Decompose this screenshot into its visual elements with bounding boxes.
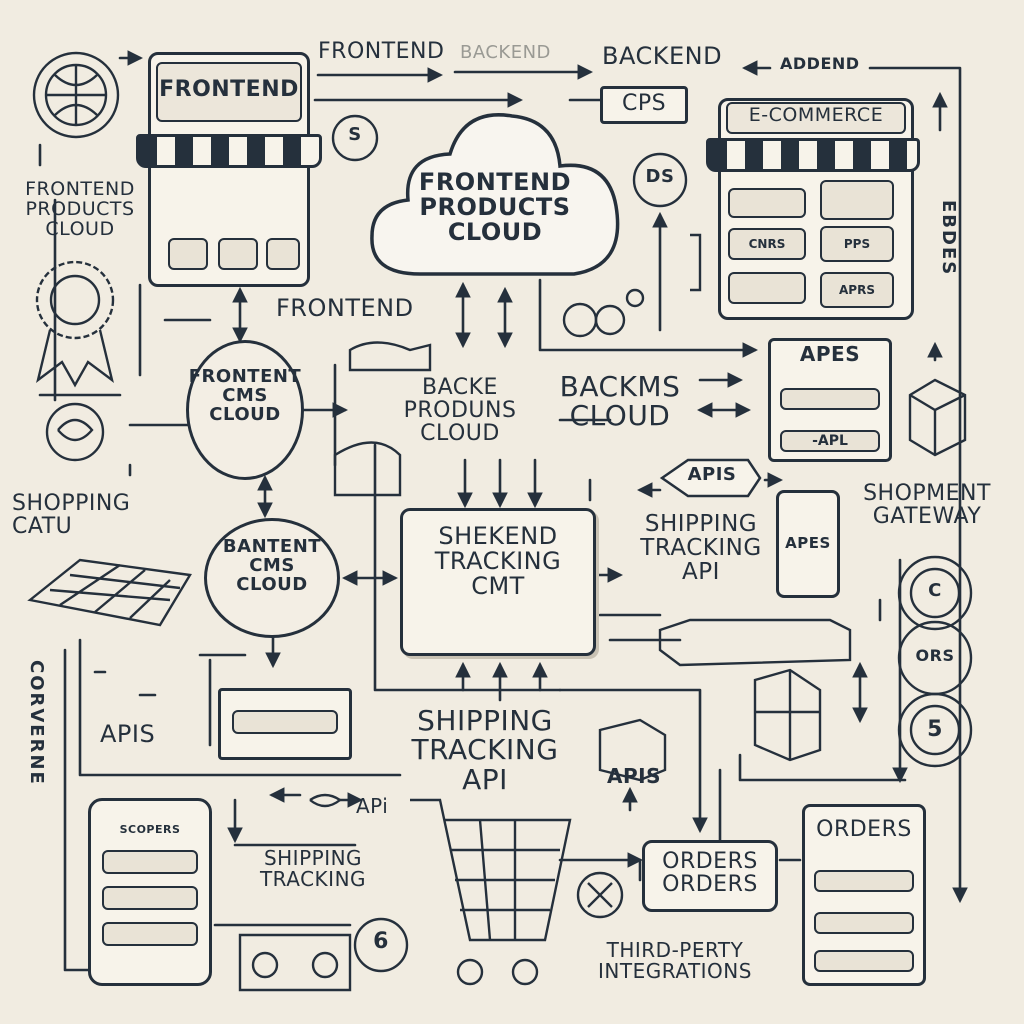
coin-s-label: S	[348, 124, 362, 145]
phone-row-3	[102, 922, 198, 946]
backe-produns-cloud-label: BACKE PRODUNS CLOUD	[403, 375, 517, 447]
shopping-catu-label: SHOPPING CATU	[12, 491, 131, 540]
top-addend-label: ADDEND	[780, 54, 860, 73]
shipping-tracking-bottom-label: SHIPPING TRACKING	[259, 846, 367, 891]
orders-row-1	[814, 870, 914, 892]
phone-header-label: SCOPERS	[119, 823, 181, 836]
apes-label: APES	[799, 342, 861, 366]
frontend-sign-label: FRONTEND	[159, 77, 299, 102]
frontent-cms-cloud-node	[186, 340, 304, 480]
bantent-cms-cloud-node	[204, 518, 340, 638]
frontend-mid-label: FRONTEND	[276, 294, 414, 322]
coin-ors-label: ORS	[915, 646, 955, 665]
frontend-sign	[156, 62, 302, 122]
frontend-awning	[136, 134, 322, 168]
coin-c-label: C	[928, 580, 942, 601]
orders-orders-box	[642, 840, 778, 912]
ecommerce-awning	[706, 138, 920, 172]
apes-api-field: -APL	[780, 430, 880, 452]
orders-label: ORDERS	[816, 817, 912, 842]
phone-row-2	[102, 886, 198, 910]
ecommerce-cell-3: CNRS	[728, 228, 806, 260]
cps-label: CPS	[621, 91, 667, 116]
ecommerce-label: E-COMMERCE	[748, 104, 884, 126]
frontend-products-cloud-left-label: FRONTEND PRODUCTS CLOUD	[25, 178, 135, 240]
apes-input	[780, 388, 880, 410]
ecommerce-cell-2	[820, 180, 894, 220]
orders-orders-label: ORDERS ORDERS	[662, 849, 758, 898]
apis-diamond-shape	[659, 458, 762, 498]
ebdes-vertical-label: EBDES	[938, 200, 959, 277]
orders-row-2	[814, 912, 914, 934]
backms-cloud-label: BACKMS CLOUD	[559, 370, 681, 433]
cps-box	[600, 86, 688, 124]
shopment-gateway-label: SHOPMENT GATEWAY	[863, 481, 991, 530]
phone-device	[776, 490, 840, 598]
frontent-cms-cloud-label: FRONTENT CMS CLOUD	[188, 366, 302, 425]
orders-row-3	[814, 950, 914, 972]
apis-diamond-label: APIS	[687, 464, 737, 485]
ecommerce-cell-5	[728, 272, 806, 304]
corverne-vertical-label: CORVERNE	[26, 660, 47, 786]
bantent-cms-cloud-label: BANTENT CMS CLOUD	[222, 536, 322, 595]
ecommerce-cell-6: APRS	[820, 272, 894, 308]
cloud-icon	[370, 113, 620, 276]
phone-row-1	[102, 850, 198, 874]
coin-6-label: 6	[373, 929, 389, 954]
frontend-window-2	[218, 238, 258, 270]
top-backend-faded-label: BACKEND	[460, 42, 551, 63]
frontend-window-3	[266, 238, 300, 270]
browser-bar	[232, 710, 338, 734]
phone-apes-label: APES	[785, 534, 831, 552]
shekend-tracking-box	[400, 508, 596, 656]
apis-box-label: APIS	[607, 764, 661, 788]
api-small-label: APi	[356, 794, 389, 818]
shipping-tracking-api-right-label: SHIPPING TRACKING API	[640, 511, 762, 586]
third-party-integrations-label: THIRD-PERTY INTEGRATIONS	[598, 938, 752, 983]
ecommerce-sign	[726, 102, 906, 134]
apis-left-label: APIS	[100, 720, 156, 748]
ecommerce-cell-4: PPS	[820, 226, 894, 262]
coin-5-label: 5	[927, 717, 943, 742]
frontend-window-1	[168, 238, 208, 270]
top-frontend-label: FRONTEND	[318, 39, 445, 64]
shekend-tracking-label: SHEKEND TRACKING CMT	[434, 522, 562, 601]
ds-icon-label: DS	[645, 166, 675, 187]
top-backend-label: BACKEND	[602, 42, 723, 70]
cloud-main-label: FRONTEND PRODUCTS CLOUD	[418, 168, 572, 247]
ecommerce-cell-1	[728, 188, 806, 218]
shipping-tracking-api-center-label: SHIPPING TRACKING API	[411, 704, 559, 796]
